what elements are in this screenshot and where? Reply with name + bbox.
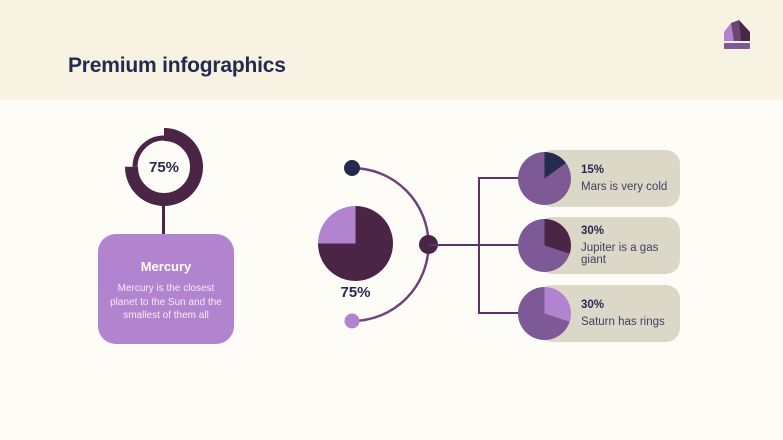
- mars-pie-chart: [517, 151, 571, 205]
- page-title: Premium infographics: [68, 54, 286, 77]
- jupiter-percent-label: 30%: [581, 225, 605, 237]
- donut-value-label: 75%: [148, 158, 180, 176]
- saturn-pie-chart: [517, 286, 571, 340]
- arc-top-dot: [344, 160, 360, 176]
- bracket-vertical-line: [477, 177, 480, 314]
- crown-icon: [724, 20, 750, 49]
- central-pie-label: 75%: [340, 284, 371, 301]
- mars-percent-label: 15%: [581, 163, 605, 176]
- mercury-card-description: Mercury is the closest planet to the Sun…: [110, 283, 222, 321]
- donut-card-connector-line: [162, 205, 165, 235]
- donut-progress-arc: [125, 128, 203, 206]
- slide-header: Premium infographics: [0, 0, 783, 100]
- mercury-donut-chart: [125, 128, 203, 206]
- central-pie-chart: [318, 206, 393, 281]
- mars-description: Mars is very cold: [581, 180, 668, 193]
- arc-bottom-dot: [344, 313, 360, 329]
- bracket-row3-line: [477, 311, 521, 315]
- jupiter-pie-chart: [517, 219, 571, 272]
- saturn-percent-label: 30%: [581, 298, 605, 311]
- jupiter-description: Jupiter is a gas giant: [581, 242, 659, 266]
- bracket-row1-line: [477, 176, 521, 180]
- arc-path: [351, 166, 430, 323]
- mercury-card: Mercury Mercury is the closest planet to…: [98, 234, 234, 344]
- mercury-card-title: Mercury: [140, 259, 192, 274]
- saturn-description: Saturn has rings: [581, 315, 665, 328]
- bracket-main-line: [428, 243, 520, 246]
- arc-connector: [344, 160, 438, 329]
